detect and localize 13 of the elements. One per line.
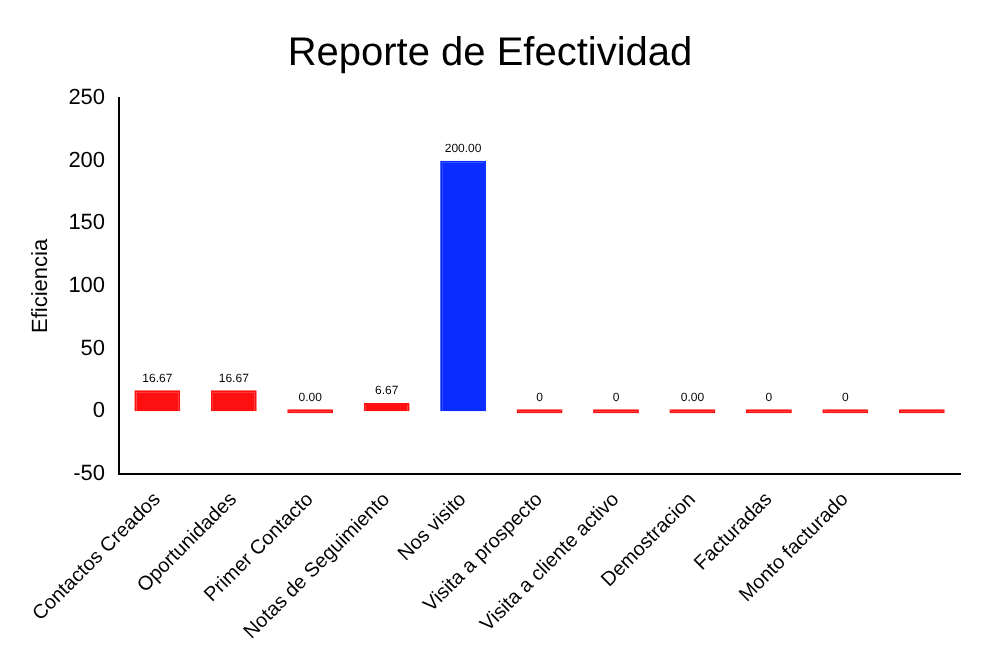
bar — [440, 160, 487, 412]
y-tick-label: 200 — [68, 148, 106, 173]
y-tick-label: -50 — [73, 461, 106, 486]
y-tick-label: 150 — [68, 211, 106, 236]
y-axis-title: Eficiencia — [29, 237, 54, 334]
bar — [134, 390, 181, 412]
chart-title: Reporte de Efectividad — [287, 31, 693, 76]
bar — [210, 390, 257, 412]
y-tick-label: 100 — [68, 274, 106, 298]
y-tick-label: 250 — [68, 86, 106, 111]
y-tick-label: 0 — [92, 399, 106, 424]
y-tick-label: 50 — [80, 336, 106, 361]
bar — [363, 402, 410, 412]
